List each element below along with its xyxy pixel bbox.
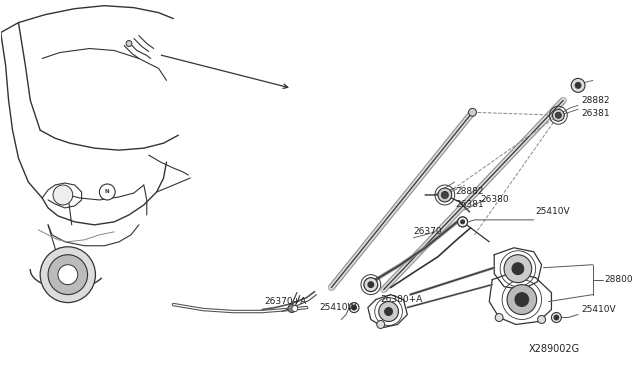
Text: X289002G: X289002G xyxy=(529,344,580,355)
Circle shape xyxy=(368,282,374,288)
Circle shape xyxy=(468,108,476,116)
Circle shape xyxy=(385,308,392,315)
Text: N: N xyxy=(105,189,109,195)
Circle shape xyxy=(53,185,73,205)
Text: 26370: 26370 xyxy=(413,227,442,236)
Text: 26381: 26381 xyxy=(581,109,610,118)
Text: 26381: 26381 xyxy=(456,201,484,209)
Circle shape xyxy=(364,278,378,292)
Text: 26370+A: 26370+A xyxy=(264,297,307,306)
Circle shape xyxy=(495,314,503,321)
Circle shape xyxy=(512,263,524,275)
Text: 25410V: 25410V xyxy=(581,305,616,314)
Circle shape xyxy=(552,109,564,121)
Circle shape xyxy=(575,82,581,89)
Circle shape xyxy=(99,184,115,200)
Text: 26380: 26380 xyxy=(481,195,509,205)
Circle shape xyxy=(349,302,359,312)
Circle shape xyxy=(288,305,296,312)
Circle shape xyxy=(379,302,399,321)
Circle shape xyxy=(438,188,452,202)
Circle shape xyxy=(538,315,545,324)
Text: 28882: 28882 xyxy=(456,187,484,196)
Text: 26380+A: 26380+A xyxy=(381,295,423,304)
Circle shape xyxy=(461,220,465,224)
Circle shape xyxy=(58,265,77,285)
Circle shape xyxy=(292,305,298,311)
Circle shape xyxy=(554,315,559,320)
Text: 25410W: 25410W xyxy=(319,303,357,312)
Circle shape xyxy=(515,293,529,307)
Circle shape xyxy=(571,78,585,92)
Circle shape xyxy=(442,192,448,198)
Circle shape xyxy=(126,41,132,46)
Circle shape xyxy=(458,217,468,227)
Circle shape xyxy=(458,217,468,227)
Text: 28800: 28800 xyxy=(605,275,634,284)
Circle shape xyxy=(40,247,95,302)
Circle shape xyxy=(507,285,537,314)
Circle shape xyxy=(48,255,88,295)
Text: 25410V: 25410V xyxy=(536,208,570,217)
Circle shape xyxy=(351,305,356,310)
Circle shape xyxy=(556,112,561,118)
Text: 28882: 28882 xyxy=(581,96,609,105)
Circle shape xyxy=(377,321,385,328)
Circle shape xyxy=(504,255,532,283)
Circle shape xyxy=(552,312,561,323)
